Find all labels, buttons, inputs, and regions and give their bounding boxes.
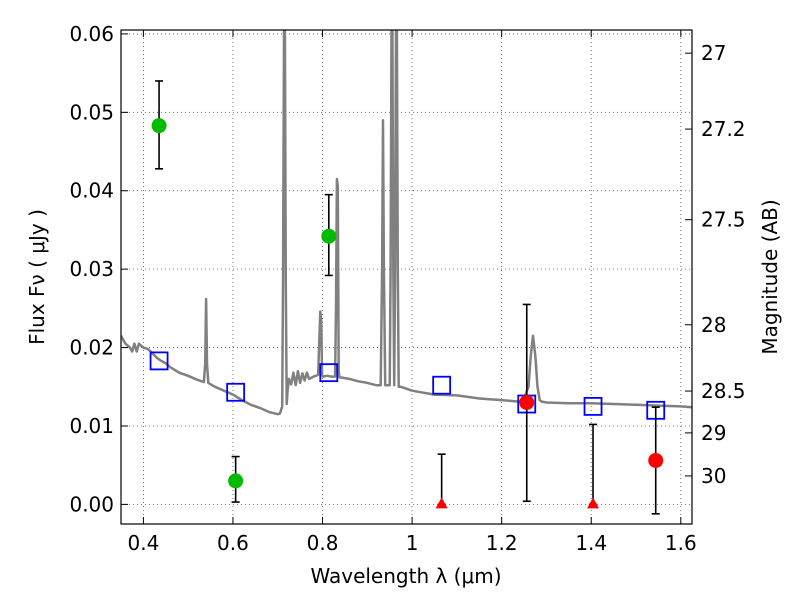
y-tick-label: 0.02 — [69, 336, 114, 360]
model-square-marker — [149, 351, 169, 371]
x-tick-label: 0.8 — [307, 531, 339, 555]
model-square-marker — [583, 396, 603, 416]
green-data-point — [228, 473, 244, 489]
x-tick-label: 0.4 — [127, 531, 159, 555]
grid — [121, 30, 692, 524]
y2-tick-label: 27.2 — [701, 117, 746, 141]
x-axis-label: Wavelength λ (μm) — [310, 564, 501, 588]
red-data-point — [648, 452, 664, 468]
y2-tick-label: 29 — [701, 421, 726, 445]
x-tick-label: 1.2 — [486, 531, 518, 555]
x-tick-label: 1.4 — [575, 531, 607, 555]
y2-tick-label: 30 — [701, 464, 726, 488]
upper-limit-triangle — [587, 497, 600, 509]
upper-limit-triangle — [435, 497, 448, 509]
y-tick-label: 0.04 — [69, 179, 114, 203]
y-axis-label: Flux Fν ( μJy ) — [25, 209, 49, 345]
green-data-point — [151, 118, 167, 134]
model-square-marker — [319, 363, 339, 383]
x-tick-label: 0.6 — [217, 531, 249, 555]
y2-tick-label: 28 — [701, 313, 726, 337]
y2-tick-label: 28.5 — [701, 379, 746, 403]
plot-frame — [120, 29, 693, 525]
y-tick-label: 0.01 — [69, 414, 114, 438]
y-tick-label: 0.06 — [69, 22, 114, 46]
y2-tick-label: 27.5 — [701, 208, 746, 232]
y-tick-label: 0.00 — [69, 492, 114, 516]
y2-tick-label: 27 — [701, 41, 726, 65]
plot-area — [121, 30, 692, 515]
y-tick-label: 0.03 — [69, 257, 114, 281]
x-tick-label: 1.6 — [665, 531, 697, 555]
y-tick-label: 0.05 — [69, 100, 114, 124]
axis-ticks: 0.4 0.6 0.8 1 1.2 1.4 1.6 0.00 0.01 0.02 0.03 0.04 0… — [69, 22, 745, 555]
model-square-marker — [432, 375, 452, 395]
model-square-marker — [226, 382, 246, 402]
x-tick-label: 1 — [406, 531, 419, 555]
spectrum-line — [121, 30, 692, 416]
red-data-point — [519, 394, 535, 410]
y2-axis-label: Magnitude (AB) — [758, 199, 782, 354]
green-data-point — [321, 228, 337, 244]
